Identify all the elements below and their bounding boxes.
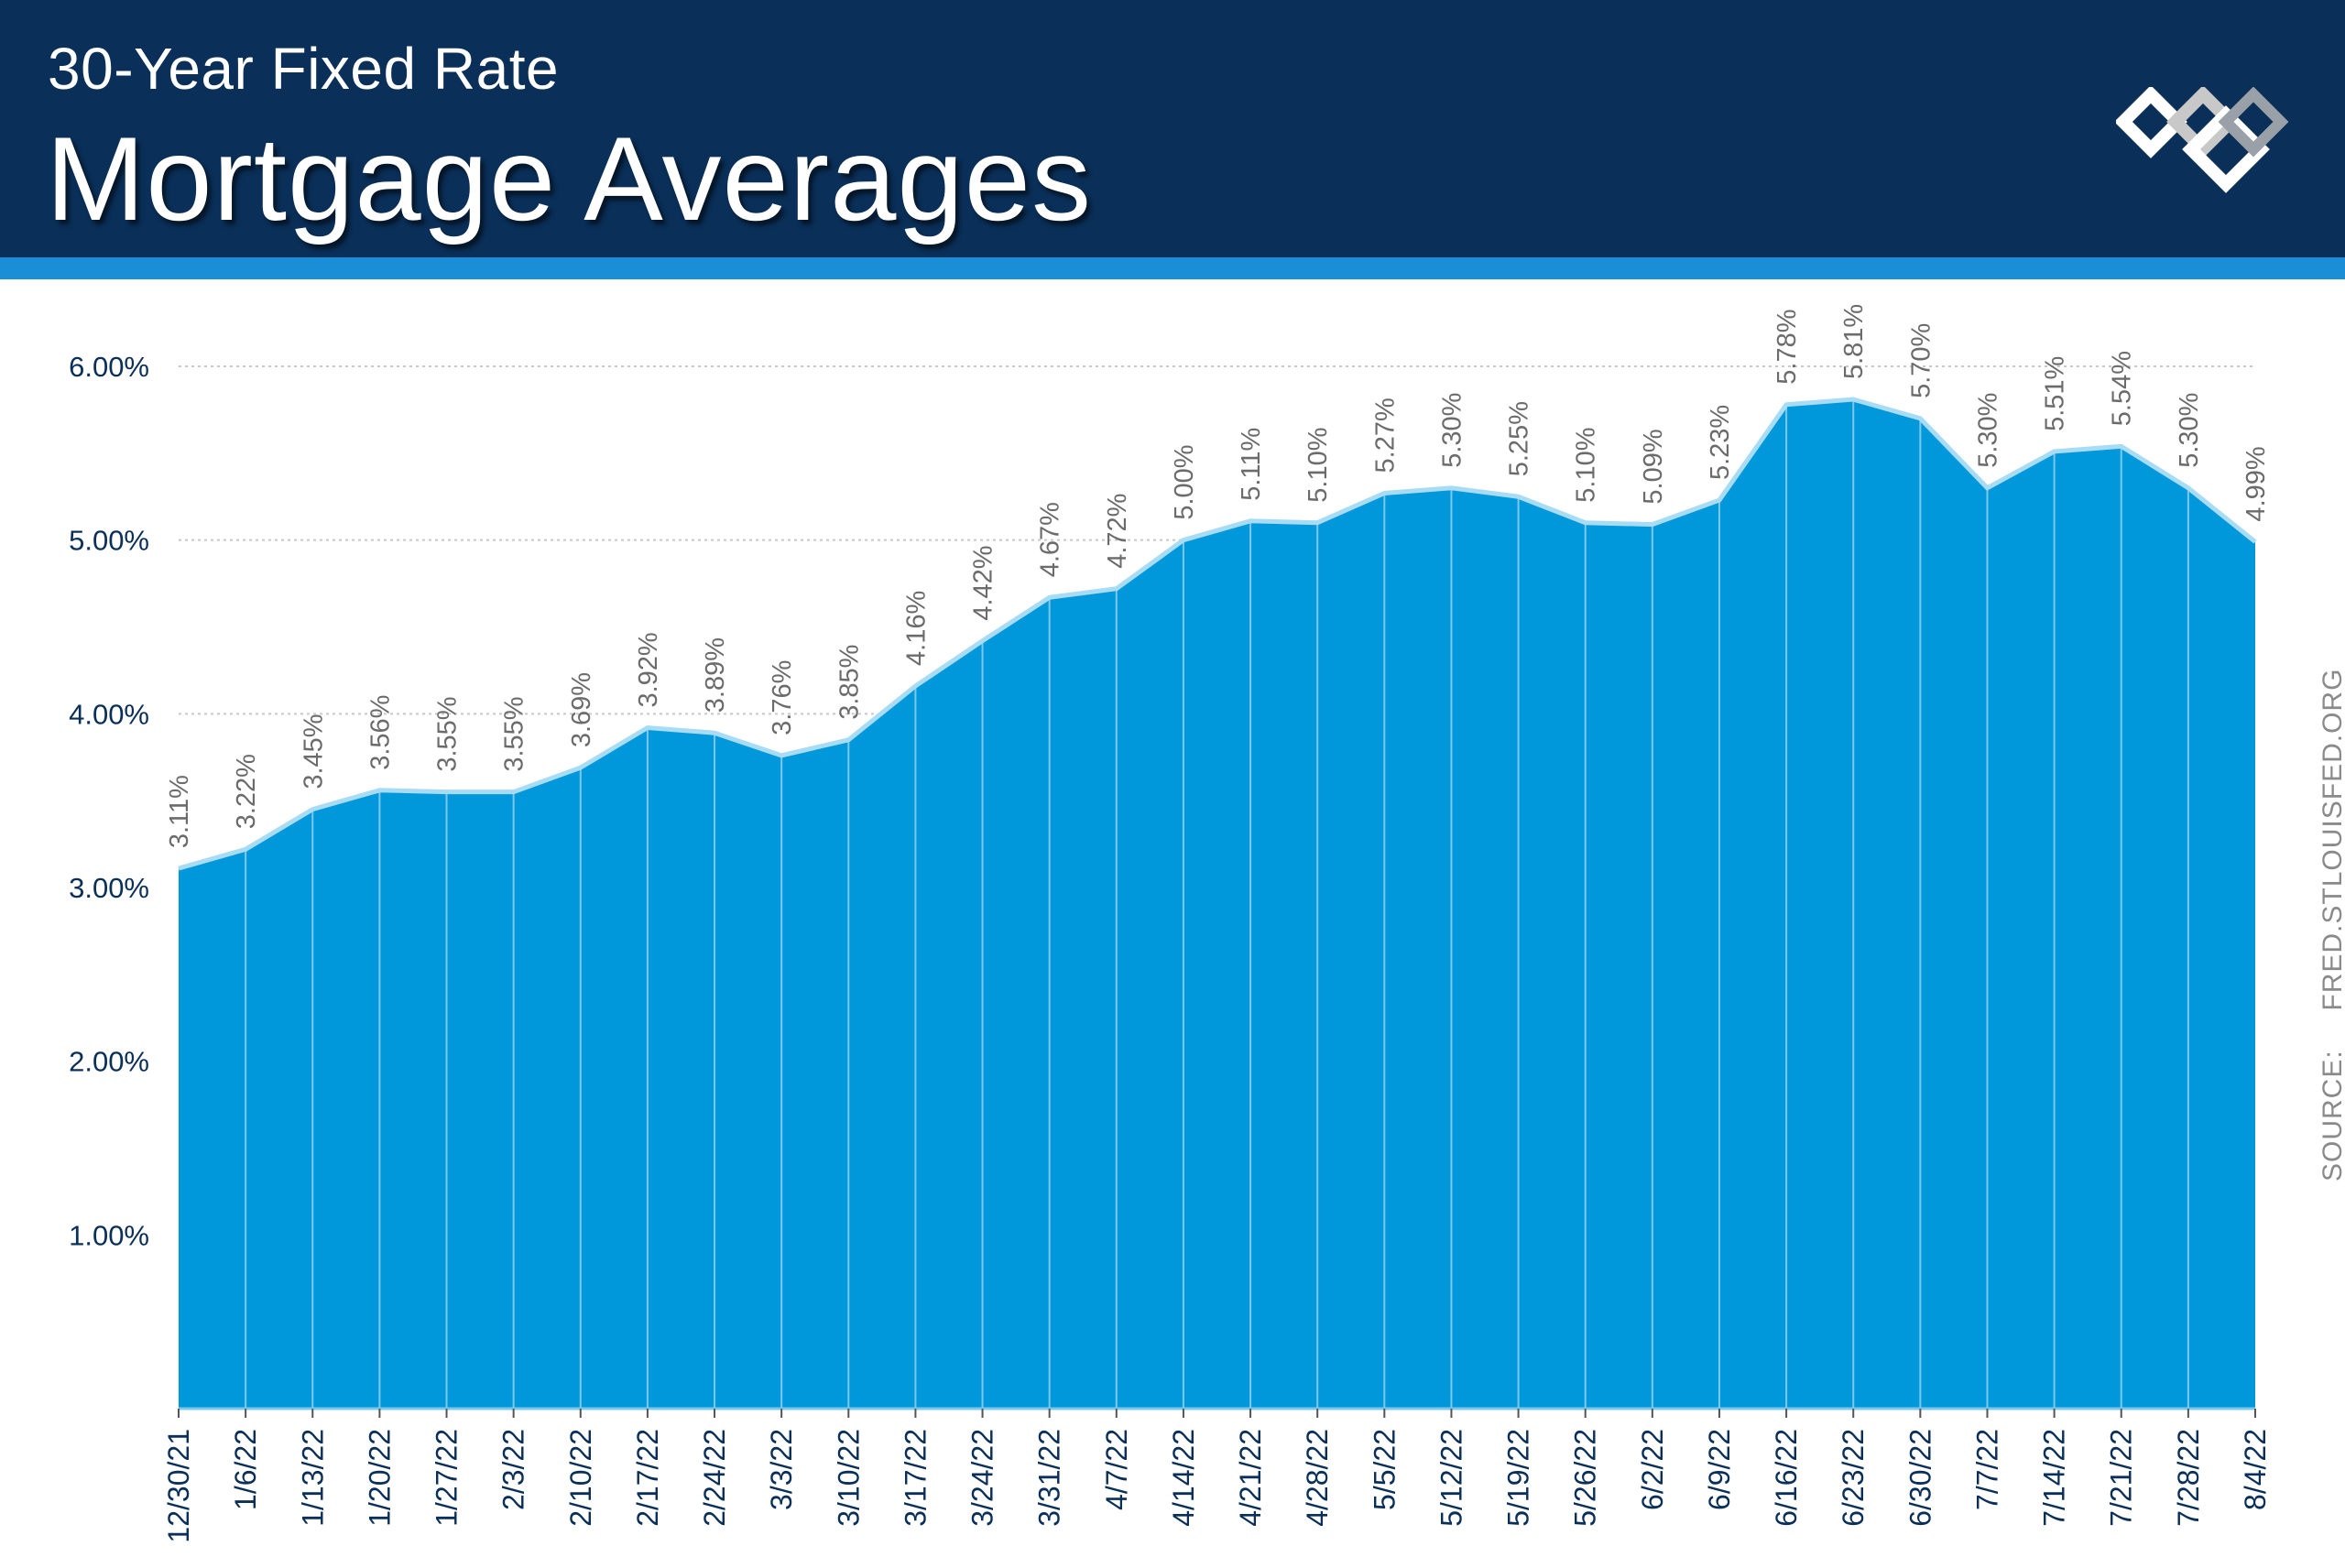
header-stripe bbox=[0, 257, 2345, 279]
data-label: 5.30% bbox=[1973, 393, 2002, 468]
x-tick-label: 5/12/22 bbox=[1434, 1429, 1467, 1527]
data-label: 3.45% bbox=[299, 713, 328, 789]
mortgage-rate-chart: 1.00% 2.00% 3.00% 4.00% 5.00% 6.00% 12/30/21 1/… bbox=[69, 304, 2272, 1543]
x-tick-label: 3/17/22 bbox=[899, 1429, 932, 1527]
x-tick-label: 2/17/22 bbox=[631, 1429, 664, 1527]
data-label: 5.27% bbox=[1370, 397, 1400, 473]
x-tick-label: 3/24/22 bbox=[966, 1429, 999, 1527]
x-tick-label: 2/10/22 bbox=[564, 1429, 597, 1527]
x-tick-label: 5/5/22 bbox=[1368, 1429, 1401, 1510]
data-label: 5.10% bbox=[1572, 427, 1601, 502]
page-title: Mortgage Averages bbox=[46, 112, 1092, 245]
y-tick-label: 6.00% bbox=[69, 351, 149, 383]
x-tick-label: 1/6/22 bbox=[229, 1429, 262, 1510]
x-tick-label: 6/30/22 bbox=[1903, 1429, 1936, 1527]
x-tick-label: 3/31/22 bbox=[1033, 1429, 1066, 1527]
x-tick-label: 6/23/22 bbox=[1837, 1429, 1870, 1527]
data-label: 5.11% bbox=[1237, 428, 1266, 501]
y-tick-label: 5.00% bbox=[69, 525, 149, 557]
data-label: 4.99% bbox=[2241, 446, 2271, 521]
x-tick-label: 2/24/22 bbox=[698, 1429, 731, 1527]
x-tick-label: 6/16/22 bbox=[1770, 1429, 1803, 1527]
header-banner: 30-Year Fixed Rate Mortgage Averages bbox=[0, 0, 2345, 257]
data-label: 3.76% bbox=[768, 660, 797, 735]
x-tick-label: 4/21/22 bbox=[1234, 1429, 1267, 1527]
data-label: 4.67% bbox=[1036, 502, 1065, 577]
data-label: 3.55% bbox=[500, 696, 529, 771]
x-tick-label: 8/4/22 bbox=[2239, 1429, 2272, 1510]
data-label: 5.25% bbox=[1505, 401, 1534, 476]
x-tick-label: 1/13/22 bbox=[296, 1429, 329, 1527]
x-tick-label: 5/19/22 bbox=[1502, 1429, 1535, 1527]
y-tick-label: 4.00% bbox=[69, 698, 149, 730]
data-label: 4.72% bbox=[1103, 494, 1132, 569]
y-tick-label: 2.00% bbox=[69, 1046, 149, 1078]
data-label: 3.92% bbox=[634, 632, 663, 707]
data-label: 3.11% bbox=[165, 775, 194, 848]
data-label: 5.81% bbox=[1839, 304, 1869, 379]
area-fill bbox=[179, 399, 2255, 1410]
data-label: 5.78% bbox=[1772, 309, 1802, 384]
data-label: 3.69% bbox=[567, 672, 596, 747]
x-tick-label: 2/3/22 bbox=[497, 1429, 530, 1510]
data-label: 3.22% bbox=[232, 754, 261, 829]
data-label: 3.56% bbox=[365, 695, 395, 770]
x-tick-label: 4/28/22 bbox=[1301, 1429, 1334, 1527]
series-line bbox=[178, 397, 2257, 871]
data-label: 3.89% bbox=[701, 637, 730, 713]
data-label: 5.30% bbox=[2175, 393, 2204, 468]
data-label: 5.09% bbox=[1639, 429, 1668, 504]
x-tick-label: 7/28/22 bbox=[2172, 1429, 2205, 1527]
x-tick-label: 3/3/22 bbox=[765, 1429, 798, 1510]
x-tick-label: 1/20/22 bbox=[363, 1429, 396, 1527]
source-value: FRED.STLOUISFED.ORG bbox=[2318, 668, 2345, 1011]
data-label: 5.51% bbox=[2041, 356, 2070, 431]
data-label: 4.42% bbox=[969, 545, 998, 620]
data-label: 5.30% bbox=[1437, 393, 1467, 468]
x-tick-label: 1/27/22 bbox=[431, 1429, 464, 1527]
x-tick-label: 6/2/22 bbox=[1636, 1429, 1669, 1510]
x-tick-label: 4/7/22 bbox=[1100, 1429, 1133, 1510]
data-label: 5.23% bbox=[1706, 405, 1735, 480]
data-label: 3.85% bbox=[834, 645, 864, 720]
page-subtitle: 30-Year Fixed Rate bbox=[48, 36, 560, 102]
data-label: 5.70% bbox=[1906, 323, 1936, 398]
x-tick-label: 3/10/22 bbox=[832, 1429, 865, 1527]
x-tick-label: 7/7/22 bbox=[1970, 1429, 2003, 1510]
data-label: 5.00% bbox=[1170, 444, 1199, 519]
x-tick-label: 6/9/22 bbox=[1703, 1429, 1736, 1510]
x-tick-label: 12/30/21 bbox=[162, 1429, 195, 1543]
data-label: 3.55% bbox=[433, 696, 463, 771]
source-credit: SOURCE: FRED.STLOUISFED.ORG bbox=[2318, 669, 2345, 1181]
x-tick-label: 7/14/22 bbox=[2038, 1429, 2071, 1527]
brand-logo-icon bbox=[2116, 87, 2289, 193]
x-tick-label: 7/21/22 bbox=[2105, 1429, 2138, 1527]
y-tick-label: 1.00% bbox=[69, 1219, 149, 1251]
x-tick-label: 5/26/22 bbox=[1569, 1429, 1602, 1527]
source-label: SOURCE: bbox=[2318, 1050, 2345, 1181]
y-tick-label: 3.00% bbox=[69, 872, 149, 904]
data-label: 5.10% bbox=[1303, 427, 1333, 502]
x-tick-label: 4/14/22 bbox=[1167, 1429, 1200, 1527]
data-label: 5.54% bbox=[2108, 351, 2137, 426]
data-label: 4.16% bbox=[901, 591, 931, 666]
